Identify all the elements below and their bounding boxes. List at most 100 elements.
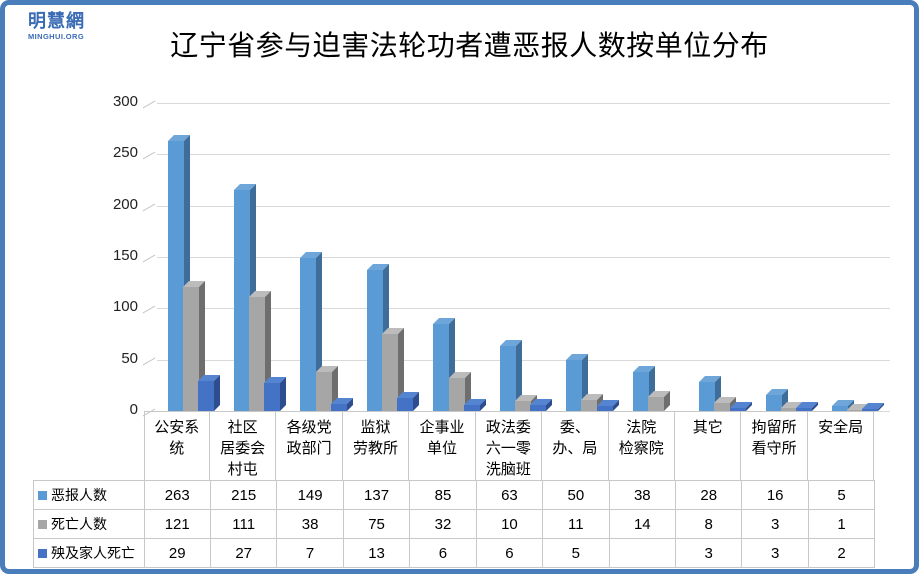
y-axis-tick bbox=[142, 305, 156, 314]
bar-殃及家人死亡-企事业单位 bbox=[463, 404, 480, 411]
gridline-50 bbox=[157, 359, 890, 361]
bar-恶报人数-监狱劳教所 bbox=[366, 270, 383, 411]
table-value-cell: 3 bbox=[742, 539, 809, 568]
gridline-250 bbox=[157, 154, 890, 156]
bar-死亡人数-委、办、局 bbox=[581, 399, 598, 411]
gridline-100 bbox=[157, 308, 890, 310]
bar-恶报人数-政法委六一零洗脑班 bbox=[499, 346, 516, 411]
table-value-cell: 14 bbox=[609, 510, 676, 539]
table-value-cell: 75 bbox=[343, 510, 411, 539]
y-axis-label: 50 bbox=[121, 349, 138, 367]
y-axis-label: 100 bbox=[112, 298, 138, 316]
table-value-cell: 215 bbox=[210, 481, 278, 510]
bar-死亡人数-政法委六一零洗脑班 bbox=[514, 400, 531, 411]
bar-死亡人数-其它 bbox=[714, 402, 731, 411]
y-axis-label: 250 bbox=[112, 144, 138, 162]
category-label: 委、 办、局 bbox=[542, 412, 609, 480]
table-value-cell: 121 bbox=[144, 510, 211, 539]
table-value-cell: 38 bbox=[277, 510, 344, 539]
legend-label: 死亡人数 bbox=[51, 516, 107, 532]
bar-恶报人数-社区居委会村屯 bbox=[233, 190, 250, 411]
bar-死亡人数-企事业单位 bbox=[448, 378, 465, 411]
table-value-cell: 16 bbox=[742, 481, 809, 510]
gridline-300 bbox=[157, 103, 890, 104]
category-label: 各级党 政部门 bbox=[276, 412, 343, 480]
bar-恶报人数-各级党政部门 bbox=[300, 258, 317, 411]
y-axis-tick bbox=[142, 357, 156, 366]
legend-cell: 恶报人数 bbox=[34, 481, 145, 510]
bar-恶报人数-安全局 bbox=[832, 405, 848, 411]
data-table: 恶报人数 263 215 149 137 85 63 50 38 28 16 5 死亡人数 121 111 3… bbox=[33, 480, 876, 568]
gridline-200 bbox=[157, 205, 890, 207]
y-axis-label: 200 bbox=[112, 195, 138, 213]
category-label: 社区 居委会 村屯 bbox=[210, 412, 277, 480]
bar-死亡人数-各级党政部门 bbox=[315, 371, 332, 411]
table-value-cell: 29 bbox=[144, 539, 211, 568]
table-row: 死亡人数 121 111 38 75 32 10 11 14 8 3 1 bbox=[34, 510, 876, 539]
bar-恶报人数-其它 bbox=[699, 382, 716, 411]
bar-殃及家人死亡-监狱劳教所 bbox=[397, 397, 414, 411]
bar-恶报人数-企事业单位 bbox=[433, 323, 450, 411]
bar-恶报人数-拘留所看守所 bbox=[765, 394, 782, 411]
table-value-cell: 111 bbox=[210, 510, 278, 539]
y-axis-label: 300 bbox=[112, 93, 138, 110]
table-value-cell: 149 bbox=[277, 481, 344, 510]
bar-死亡人数-拘留所看守所 bbox=[780, 407, 797, 411]
bar-死亡人数-安全局 bbox=[847, 409, 864, 411]
bar-死亡人数-社区居委会村屯 bbox=[249, 297, 266, 411]
table-value-cell: 27 bbox=[210, 539, 278, 568]
table-value-cell: 38 bbox=[609, 481, 676, 510]
table-value-cell: 1 bbox=[808, 510, 876, 539]
table-value-cell: 50 bbox=[543, 481, 610, 510]
bar-死亡人数-法院检察院 bbox=[647, 396, 664, 411]
table-row: 恶报人数 263 215 149 137 85 63 50 38 28 16 5 bbox=[34, 481, 876, 510]
table-value-cell: 11 bbox=[543, 510, 610, 539]
category-label: 拘留所 看守所 bbox=[741, 412, 808, 480]
legend-cell: 殃及家人死亡 bbox=[34, 539, 145, 568]
bar-殃及家人死亡-公安系统 bbox=[197, 381, 214, 411]
legend-cell: 死亡人数 bbox=[34, 510, 145, 539]
bar-殃及家人死亡-社区居委会村屯 bbox=[264, 383, 281, 411]
table-value-cell: 2 bbox=[808, 539, 876, 568]
table-value-cell: 85 bbox=[410, 481, 477, 510]
bar-殃及家人死亡-其它 bbox=[729, 407, 746, 411]
y-axis-tick bbox=[142, 151, 156, 160]
gridline-150 bbox=[157, 257, 890, 258]
y-axis-tick bbox=[142, 100, 156, 109]
table-value-cell: 137 bbox=[343, 481, 411, 510]
category-label: 安全局 bbox=[808, 412, 875, 480]
logo-name: 明慧網 bbox=[28, 11, 85, 31]
y-axis-label: 150 bbox=[112, 247, 138, 264]
table-value-cell: 13 bbox=[343, 539, 411, 568]
table-value-cell: 3 bbox=[676, 539, 743, 568]
legend-swatch-殃及家人死亡 bbox=[38, 548, 47, 558]
table-value-cell: 63 bbox=[476, 481, 544, 510]
bar-死亡人数-监狱劳教所 bbox=[382, 334, 399, 411]
y-axis-tick bbox=[142, 254, 156, 263]
bar-死亡人数-公安系统 bbox=[182, 286, 199, 411]
category-label: 企事业 单位 bbox=[409, 412, 476, 480]
bar-殃及家人死亡-拘留所看守所 bbox=[795, 407, 812, 411]
minghui-logo: 明慧網 MINGHUI.ORG bbox=[28, 12, 85, 41]
legend-label: 恶报人数 bbox=[51, 487, 107, 503]
category-label: 公安系 统 bbox=[143, 412, 210, 480]
bar-恶报人数-法院检察院 bbox=[632, 371, 649, 411]
category-label: 法院 检察院 bbox=[609, 412, 675, 480]
table-value-cell: 6 bbox=[476, 539, 544, 568]
logo-domain: MINGHUI.ORG bbox=[28, 32, 85, 41]
bar-恶报人数-委、办、局 bbox=[566, 359, 583, 411]
table-row: 殃及家人死亡 29 27 7 13 6 6 5 3 3 2 bbox=[34, 539, 876, 568]
legend-swatch-死亡人数 bbox=[38, 519, 47, 529]
category-label: 其它 bbox=[675, 412, 742, 480]
table-value-cell: 8 bbox=[676, 510, 743, 539]
table-value-cell: 5 bbox=[808, 481, 876, 510]
table-value-cell: 10 bbox=[476, 510, 544, 539]
table-value-cell: 28 bbox=[676, 481, 743, 510]
legend-label: 殃及家人死亡 bbox=[51, 545, 135, 561]
bar-殃及家人死亡-委、办、局 bbox=[596, 405, 613, 411]
y-axis-tick bbox=[142, 203, 156, 212]
chart-title: 辽宁省参与迫害法轮功者遭恶报人数按单位分布 bbox=[170, 30, 769, 61]
category-axis-row: 公安系 统社区 居委会 村屯 各级党 政部门 监狱 劳教所 企事业 单位 政法委 六一零… bbox=[143, 411, 876, 480]
legend-swatch-恶报人数 bbox=[38, 490, 47, 500]
